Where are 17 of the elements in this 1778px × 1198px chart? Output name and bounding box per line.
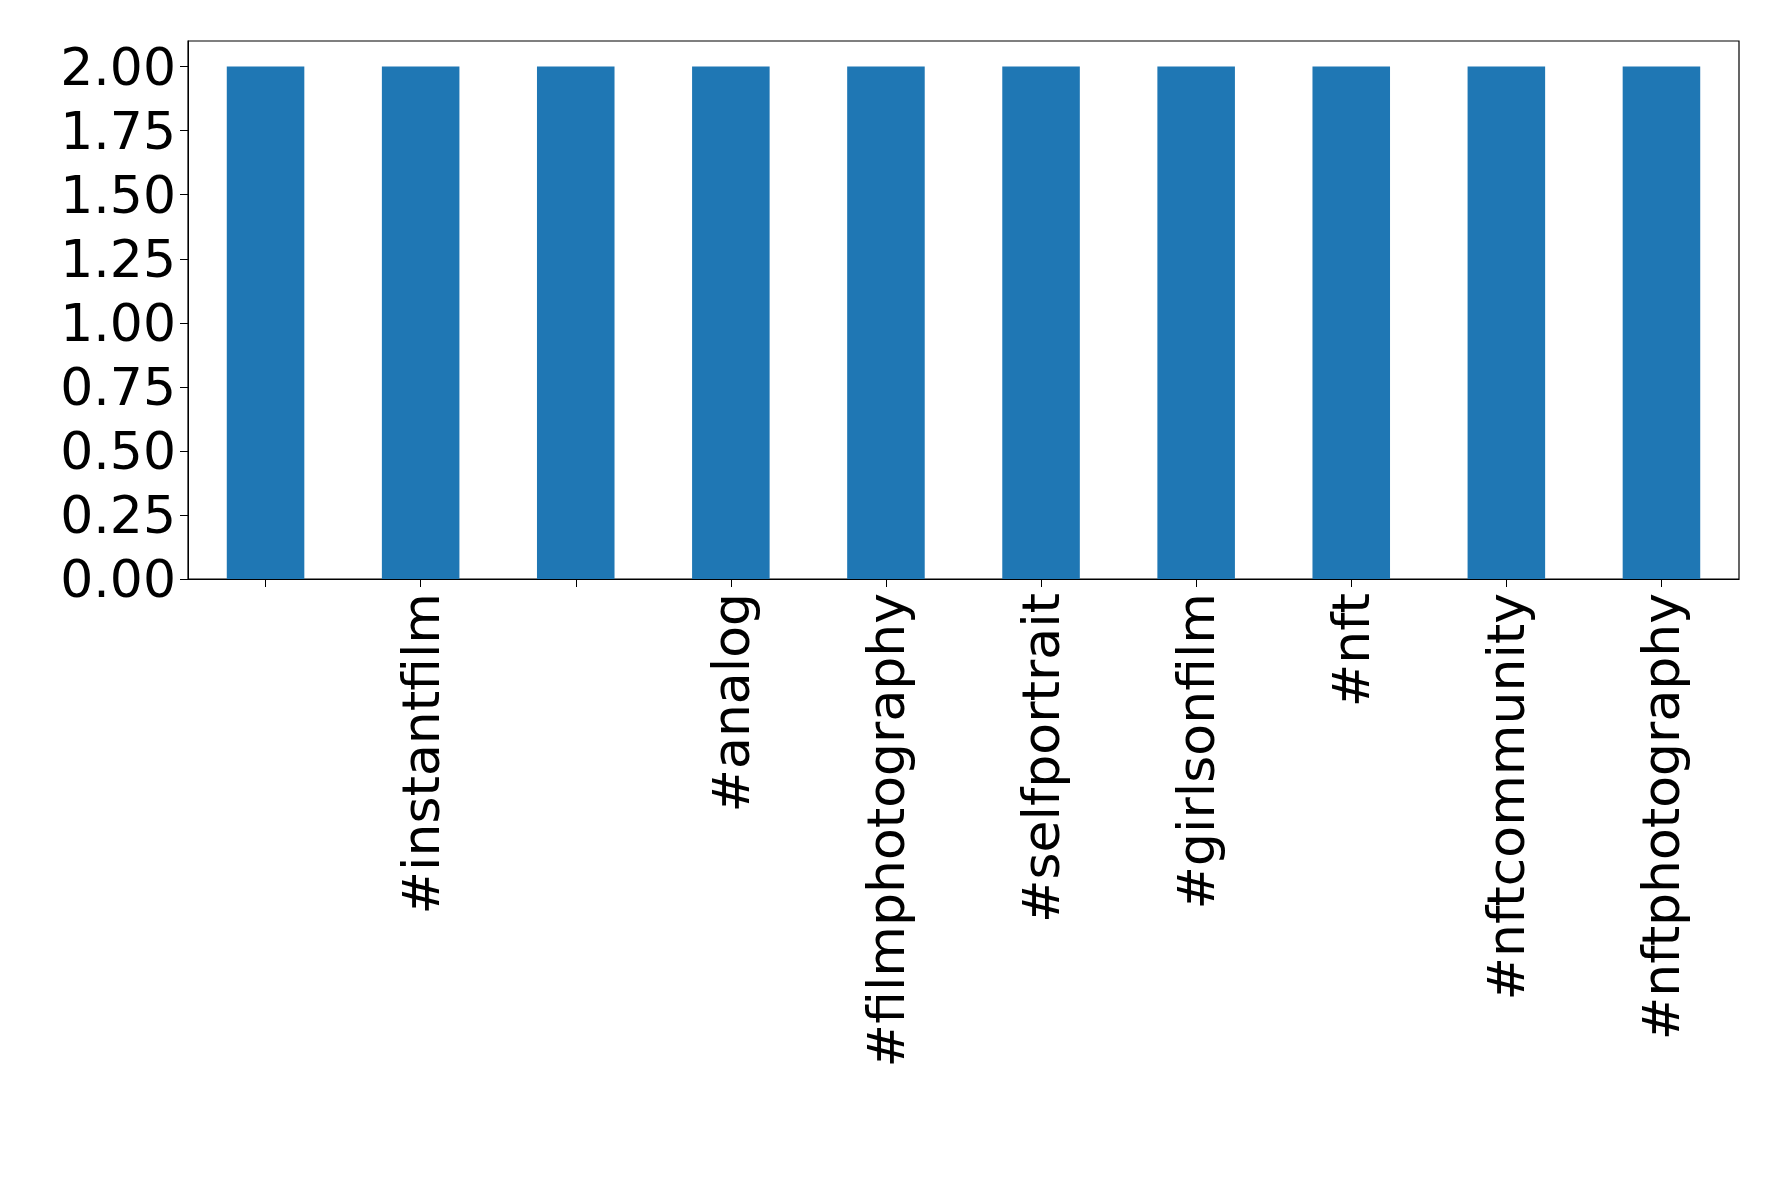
y-tick-label: 0.50 [60,420,176,481]
y-tick-label: 0.25 [60,484,176,545]
y-tick-label: 1.75 [60,100,176,161]
x-tick-label: #instantfilm [390,593,451,915]
x-tick-label: #girlsonfilm [1166,593,1227,910]
y-tick-label: 0.75 [60,356,176,417]
x-tick-label: #filmphotography [855,593,916,1068]
y-tick-label: 2.00 [60,36,176,97]
y-tick-label: 0.00 [60,549,176,609]
y-tick-label: 1.25 [60,228,176,289]
y-tick-label: 1.50 [60,164,176,225]
x-tick-label: #nftcommunity [1476,593,1537,1001]
x-tick-label: #nft [1321,593,1382,708]
x-tick-label: #nftphotography [1631,593,1692,1041]
x-tick-label: #analog [700,593,761,813]
x-tick-label: #selfportrait [1011,593,1072,924]
y-tick-label: 1.00 [60,292,176,353]
